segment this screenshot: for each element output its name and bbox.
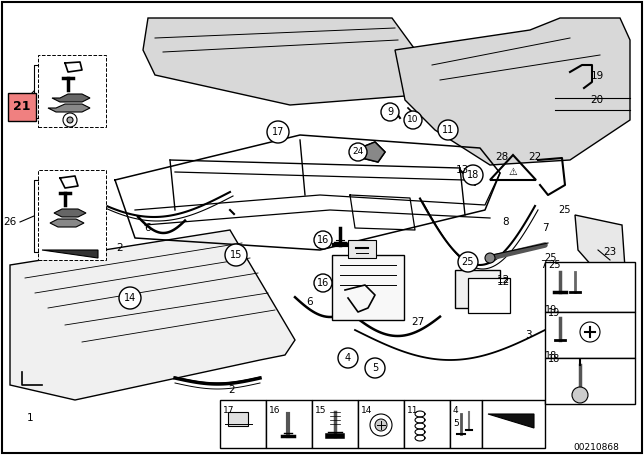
Text: 14: 14 <box>124 293 136 303</box>
Circle shape <box>370 414 392 436</box>
Circle shape <box>381 103 399 121</box>
Polygon shape <box>54 209 86 217</box>
Polygon shape <box>488 414 534 428</box>
Polygon shape <box>52 94 90 102</box>
Bar <box>545 312 635 358</box>
Text: 10: 10 <box>407 116 419 125</box>
Text: 18: 18 <box>467 170 479 180</box>
Bar <box>38 55 106 127</box>
Polygon shape <box>395 18 630 165</box>
Circle shape <box>63 113 77 127</box>
Text: 18: 18 <box>545 351 557 361</box>
Polygon shape <box>50 219 84 227</box>
Text: 6: 6 <box>307 297 314 307</box>
Polygon shape <box>42 250 98 258</box>
Text: 7: 7 <box>542 223 548 233</box>
Bar <box>266 400 312 448</box>
Text: 14: 14 <box>361 406 372 415</box>
Text: 5: 5 <box>372 363 378 373</box>
Text: 25: 25 <box>548 260 560 270</box>
Bar <box>455 270 500 308</box>
Circle shape <box>438 120 458 140</box>
Text: 2: 2 <box>229 385 235 395</box>
Text: 17: 17 <box>272 127 284 137</box>
Text: 11: 11 <box>442 125 454 135</box>
Circle shape <box>375 419 387 431</box>
Text: 6: 6 <box>145 223 151 233</box>
Bar <box>228 412 248 426</box>
Text: 12: 12 <box>497 277 509 287</box>
Polygon shape <box>10 230 295 400</box>
Bar <box>468 278 510 313</box>
Text: 18: 18 <box>548 354 560 364</box>
Text: 19: 19 <box>545 305 557 315</box>
Text: ⚠: ⚠ <box>509 167 517 177</box>
Circle shape <box>349 143 367 161</box>
Text: 4: 4 <box>453 406 459 415</box>
Text: 13: 13 <box>455 165 469 175</box>
Text: 16: 16 <box>317 235 329 245</box>
Text: 17: 17 <box>223 406 234 415</box>
Circle shape <box>463 165 483 185</box>
Text: 19: 19 <box>591 71 603 81</box>
Bar <box>312 400 358 448</box>
Text: 24: 24 <box>352 147 364 157</box>
Circle shape <box>365 358 385 378</box>
Text: 00210868: 00210868 <box>573 443 619 451</box>
Polygon shape <box>143 18 430 105</box>
Circle shape <box>458 252 478 272</box>
Text: 15: 15 <box>230 250 242 260</box>
Text: 12: 12 <box>497 275 509 285</box>
Text: 5: 5 <box>453 419 459 428</box>
Text: 2: 2 <box>117 243 123 253</box>
Bar <box>348 240 376 258</box>
Bar <box>358 400 404 448</box>
Text: 25: 25 <box>559 205 571 215</box>
Bar <box>482 400 545 448</box>
Bar <box>545 262 635 312</box>
Circle shape <box>572 387 588 403</box>
Text: 23: 23 <box>603 247 616 257</box>
Text: 22: 22 <box>528 152 542 162</box>
Circle shape <box>580 322 600 342</box>
Text: 7: 7 <box>540 260 546 270</box>
Text: 27: 27 <box>412 317 424 327</box>
Text: 9: 9 <box>387 107 393 117</box>
Text: 19: 19 <box>548 308 560 318</box>
Polygon shape <box>48 104 90 112</box>
Circle shape <box>485 253 495 263</box>
Text: 4: 4 <box>345 353 351 363</box>
Circle shape <box>314 231 332 249</box>
Bar <box>332 255 404 320</box>
Text: 1: 1 <box>26 413 33 423</box>
Bar <box>404 400 450 448</box>
Circle shape <box>267 121 289 143</box>
Text: 3: 3 <box>525 330 531 340</box>
Text: 20: 20 <box>591 95 603 105</box>
Polygon shape <box>360 142 385 162</box>
Bar <box>545 358 635 404</box>
Bar <box>450 400 482 448</box>
Text: 26: 26 <box>3 217 17 227</box>
Circle shape <box>225 244 247 266</box>
Text: 21: 21 <box>14 101 31 113</box>
Polygon shape <box>575 215 625 275</box>
Bar <box>8 93 36 121</box>
Text: 8: 8 <box>503 217 509 227</box>
Circle shape <box>119 287 141 309</box>
Text: 15: 15 <box>315 406 327 415</box>
Bar <box>38 170 106 260</box>
Text: 25: 25 <box>462 257 474 267</box>
Circle shape <box>404 111 422 129</box>
Circle shape <box>314 274 332 292</box>
Text: 11: 11 <box>407 406 419 415</box>
Text: 28: 28 <box>495 152 509 162</box>
Circle shape <box>67 117 73 123</box>
Text: 25: 25 <box>545 253 557 263</box>
Bar <box>220 400 266 448</box>
Text: 16: 16 <box>317 278 329 288</box>
Circle shape <box>338 348 358 368</box>
Text: 16: 16 <box>269 406 281 415</box>
